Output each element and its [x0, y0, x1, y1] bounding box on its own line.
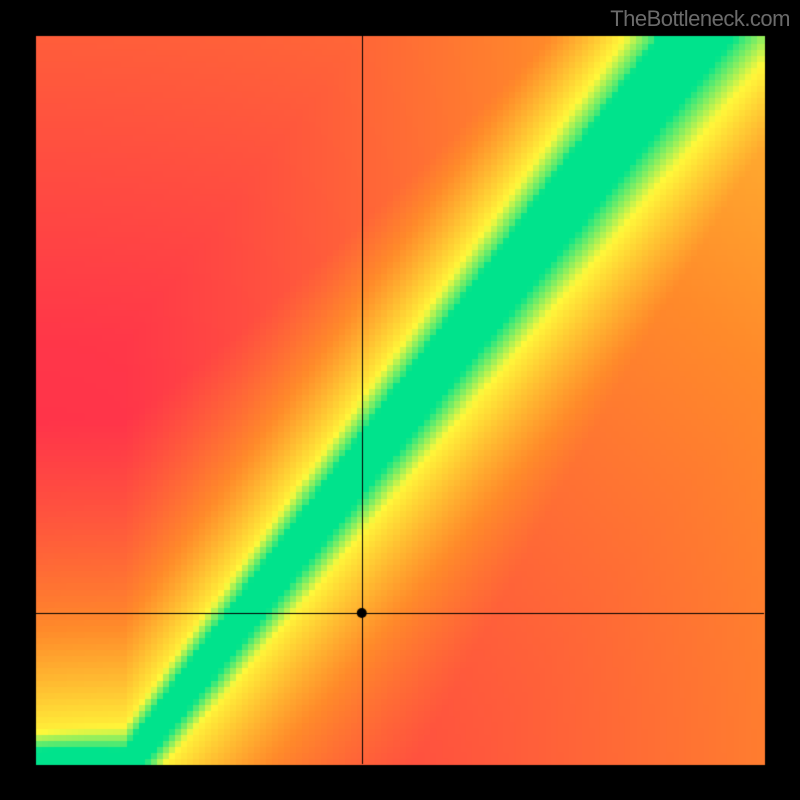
attribution-link[interactable]: TheBottleneck.com	[610, 6, 790, 32]
bottleneck-heatmap	[0, 0, 800, 800]
